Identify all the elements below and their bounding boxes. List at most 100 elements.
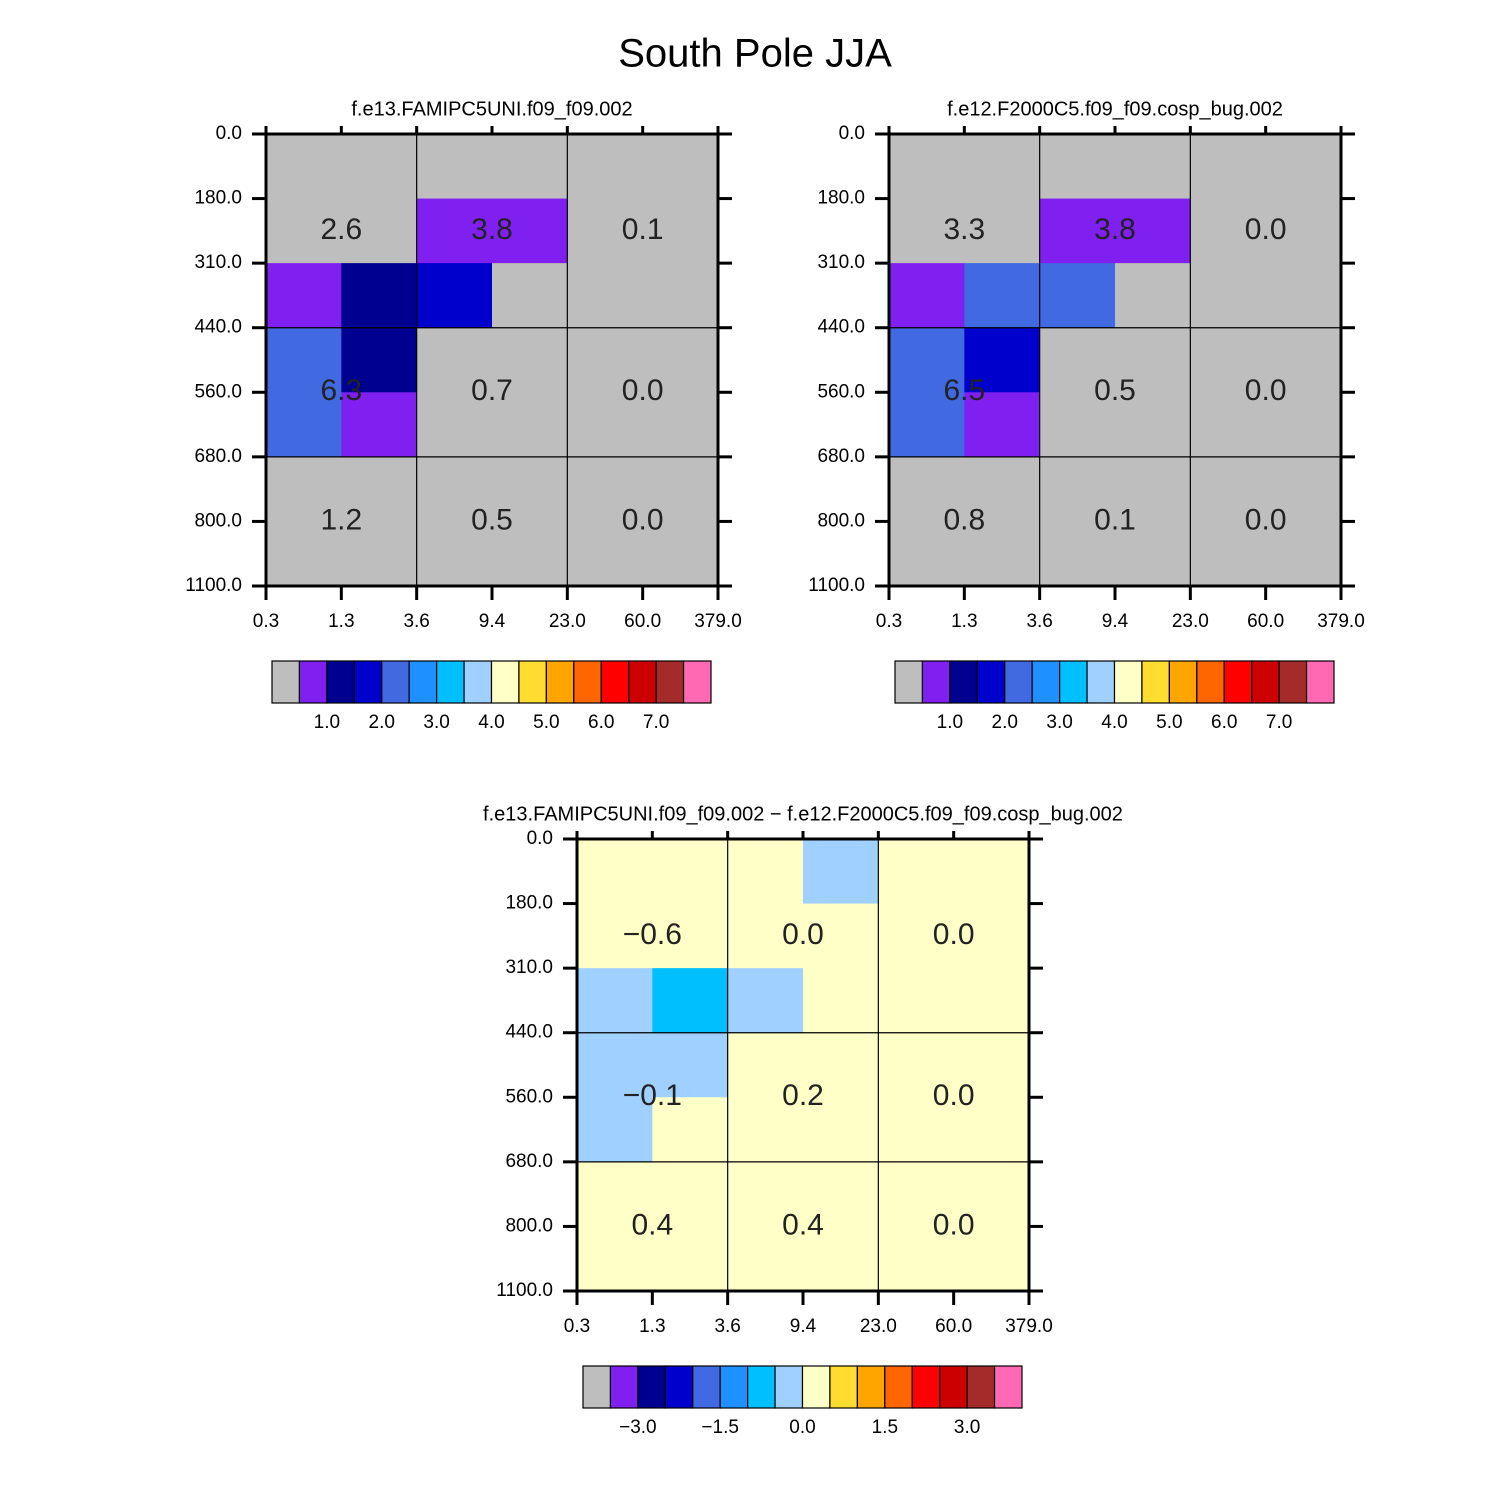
colorbar-box <box>609 1365 639 1409</box>
cell <box>1190 392 1267 458</box>
cell <box>727 839 804 905</box>
cell <box>1039 392 1116 458</box>
cell <box>803 1097 879 1163</box>
cell <box>1190 327 1267 393</box>
cell <box>1039 198 1116 264</box>
cell <box>1190 198 1267 264</box>
cell <box>727 1226 804 1292</box>
cell <box>652 1097 729 1163</box>
summary-label: 0.0 <box>622 503 664 536</box>
cell <box>266 392 342 458</box>
colorbar-box <box>801 1365 831 1409</box>
cell <box>1190 263 1267 329</box>
cell <box>416 263 493 329</box>
colorbar-label: 5.0 <box>1156 712 1182 733</box>
y-tick-label: 180.0 <box>817 188 865 209</box>
colorbar-box <box>894 660 924 704</box>
cell <box>803 968 879 1034</box>
cell <box>889 392 965 458</box>
colorbar-box <box>911 1365 941 1409</box>
x-tick-label: 23.0 <box>549 611 586 632</box>
y-tick-label: 800.0 <box>817 510 865 531</box>
cell <box>416 134 493 200</box>
cell <box>889 198 965 264</box>
colorbar-box <box>1223 660 1253 704</box>
colorbar-box <box>856 1365 886 1409</box>
colorbar-box <box>1113 660 1143 704</box>
cell <box>652 839 729 905</box>
colorbar-label: 3.0 <box>423 712 449 733</box>
cell <box>416 456 493 522</box>
x-tick-label: 0.3 <box>253 611 279 632</box>
y-tick-label: 1100.0 <box>808 575 865 596</box>
cell <box>416 392 493 458</box>
y-tick-label: 800.0 <box>194 510 242 531</box>
colorbar-box <box>655 660 685 704</box>
y-tick-label: 1100.0 <box>185 575 242 596</box>
cell <box>1265 134 1342 200</box>
cell <box>652 968 729 1034</box>
y-tick-label: 440.0 <box>194 317 242 338</box>
cell <box>803 1032 879 1098</box>
summary-label: 3.3 <box>943 213 985 246</box>
cell <box>266 327 342 393</box>
cell <box>567 521 644 587</box>
x-tick-label: 9.4 <box>1102 611 1129 632</box>
colorbar-box <box>1004 660 1033 704</box>
summary-label: 0.1 <box>1094 503 1136 536</box>
summary-label: 3.8 <box>1094 213 1136 246</box>
colorbar-label: 1.0 <box>314 712 340 733</box>
cell <box>727 1097 804 1163</box>
cell <box>266 263 342 329</box>
x-tick-label: 9.4 <box>790 1316 817 1337</box>
cell <box>878 1032 955 1098</box>
colorbar-box <box>573 660 602 704</box>
colorbar-label: 2.0 <box>369 712 395 733</box>
cell <box>652 1161 729 1227</box>
colorbar-label: 7.0 <box>643 712 669 733</box>
summary-label: 0.0 <box>933 918 975 951</box>
colorbar-box <box>518 660 547 704</box>
cell <box>341 521 418 587</box>
y-tick-label: 180.0 <box>194 188 242 209</box>
cell <box>642 521 719 587</box>
x-tick-label: 0.3 <box>876 611 902 632</box>
cell <box>1265 521 1342 587</box>
cell <box>1265 456 1342 522</box>
cell <box>416 327 493 393</box>
cell <box>652 1226 729 1292</box>
figure-title: South Pole JJA <box>618 32 892 76</box>
y-tick-label: 310.0 <box>505 957 553 978</box>
y-tick-label: 680.0 <box>505 1151 553 1172</box>
x-tick-label: 1.3 <box>328 611 354 632</box>
y-tick-label: 560.0 <box>817 381 865 402</box>
cell <box>577 968 653 1034</box>
cell <box>953 1097 1030 1163</box>
cell <box>889 327 965 393</box>
colorbar-box <box>1305 660 1335 704</box>
x-tick-label: 60.0 <box>935 1316 972 1337</box>
summary-label: 0.0 <box>1245 503 1287 536</box>
cell <box>1039 456 1116 522</box>
cell <box>1115 263 1191 329</box>
colorbar-label: 5.0 <box>533 712 559 733</box>
cell <box>341 392 418 458</box>
summary-label: 0.4 <box>782 1208 824 1241</box>
x-tick-label: 379.0 <box>694 611 742 632</box>
summary-label: 0.0 <box>933 1208 975 1241</box>
cell <box>953 903 1030 969</box>
cell <box>964 521 1041 587</box>
summary-label: 6.3 <box>320 374 362 407</box>
colorbar-box <box>271 660 301 704</box>
summary-label: 0.4 <box>631 1208 673 1241</box>
cell <box>953 1032 1030 1098</box>
colorbar-box <box>353 660 383 704</box>
colorbar-box <box>682 660 712 704</box>
colorbar-label: 1.5 <box>872 1417 898 1438</box>
colorbar-label: 6.0 <box>1211 712 1237 733</box>
cell <box>266 456 342 522</box>
cell <box>889 456 965 522</box>
cell <box>341 263 418 329</box>
cell <box>803 839 879 905</box>
cell <box>964 327 1041 393</box>
